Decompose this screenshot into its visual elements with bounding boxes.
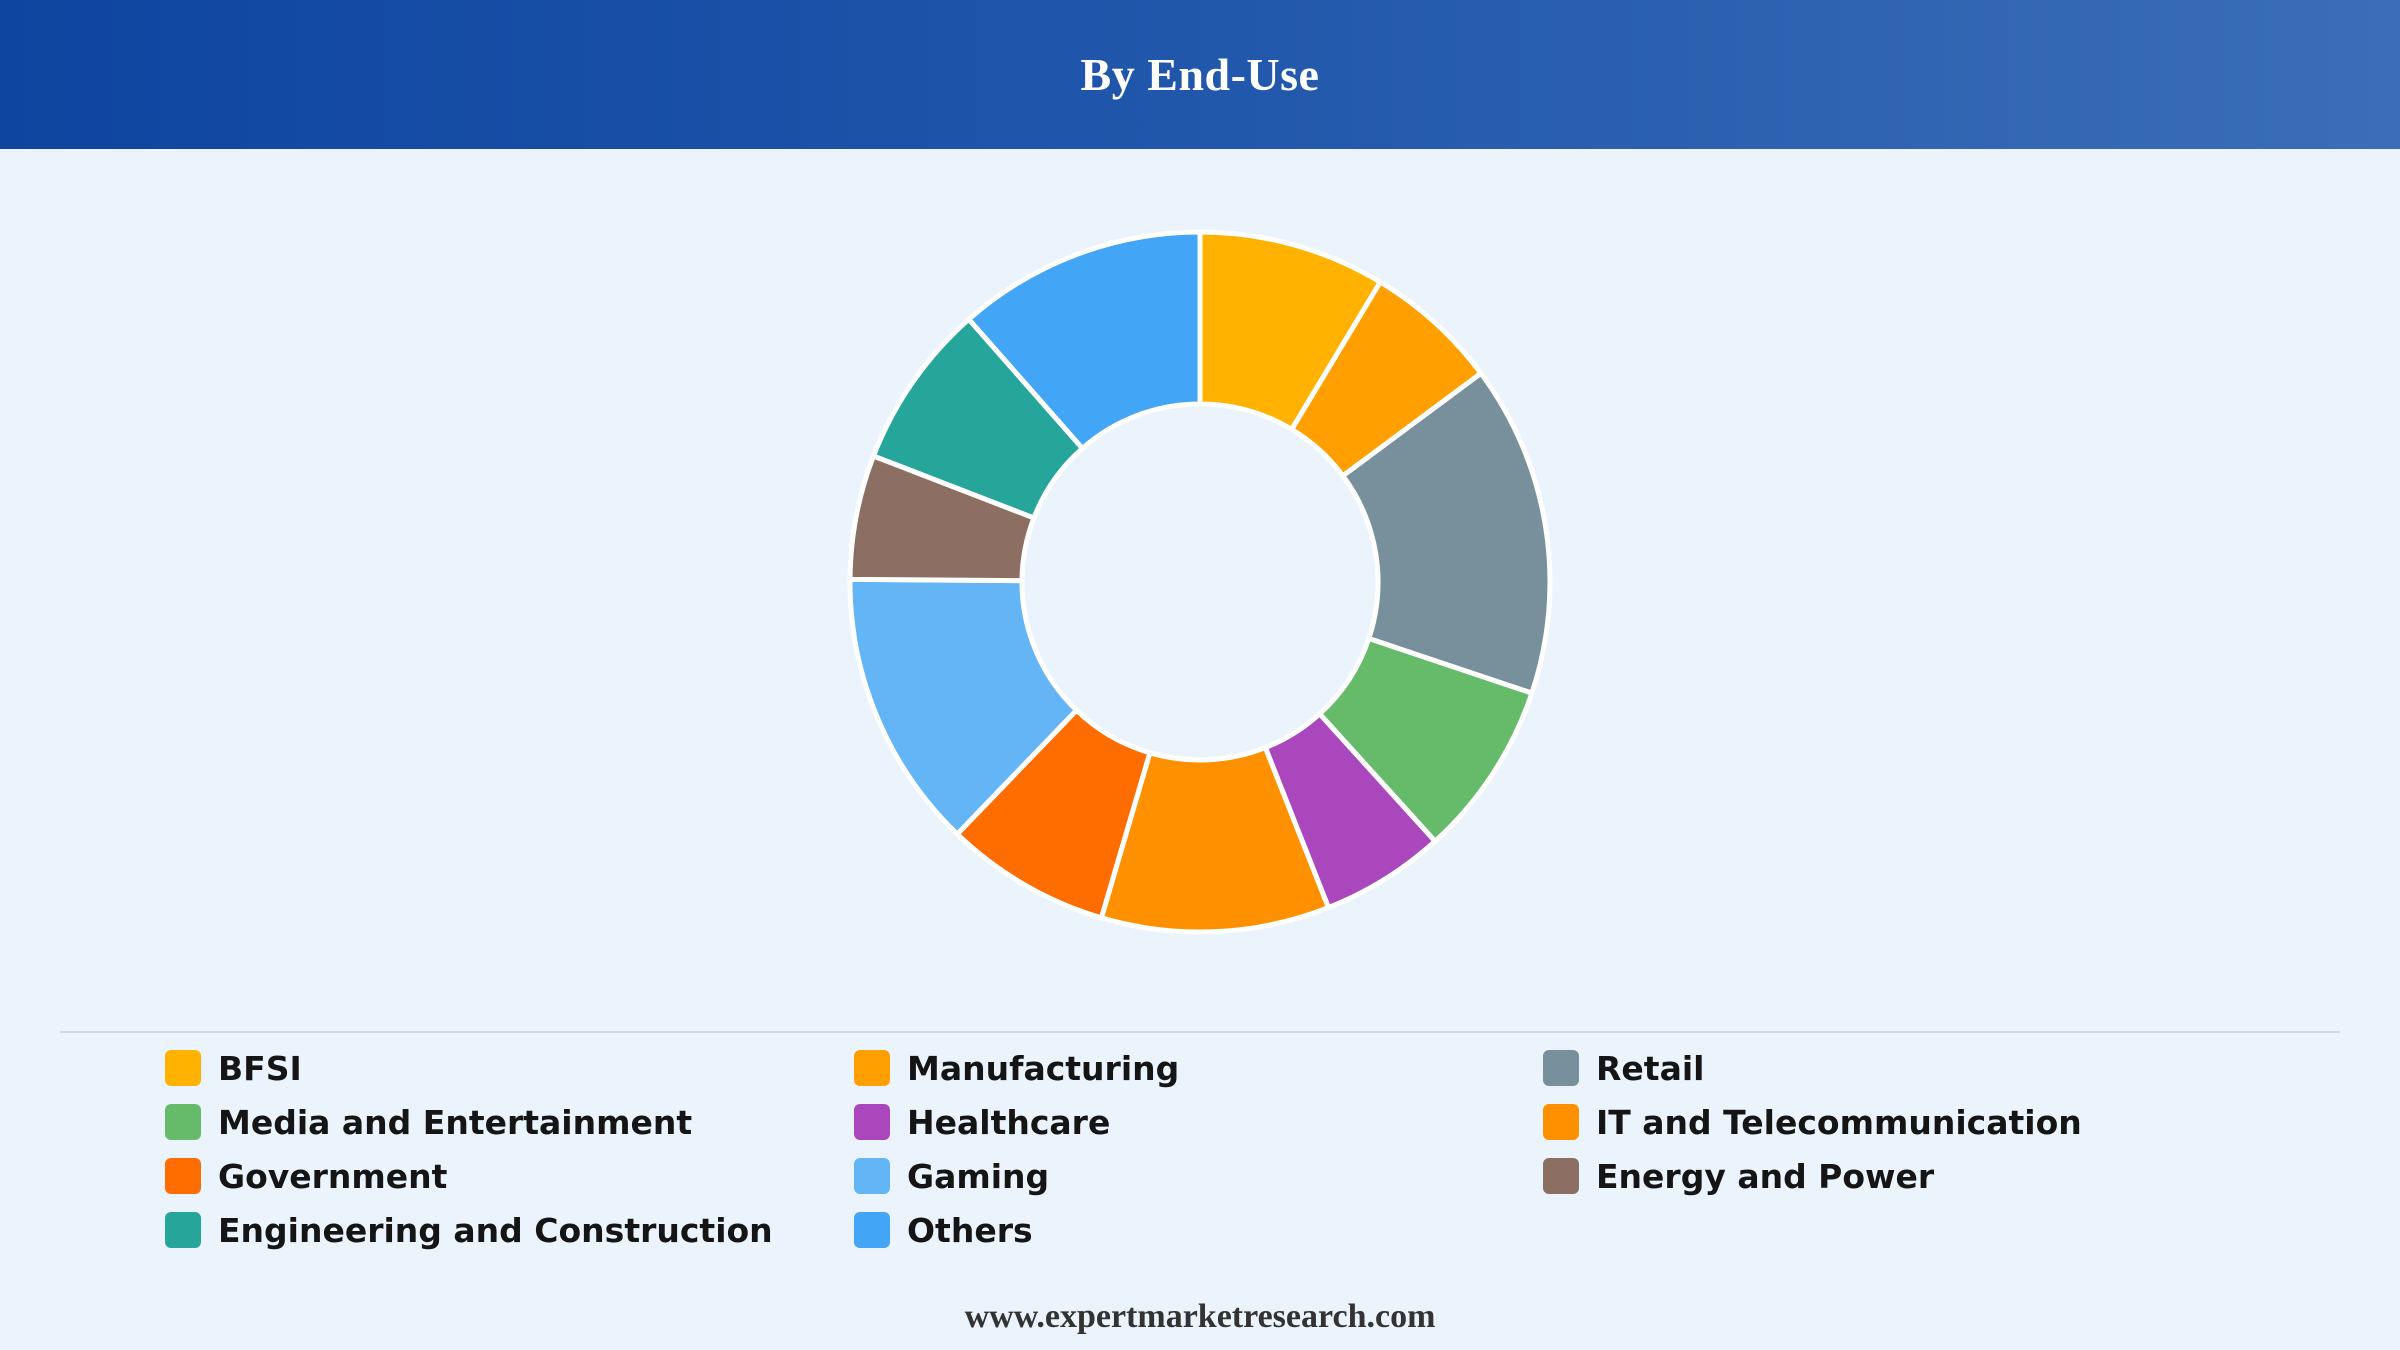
legend-item-others[interactable]: Others (854, 1203, 1543, 1257)
source-url: www.expertmarketresearch.com (964, 1298, 1436, 1335)
legend-label: Retail (1596, 1048, 1705, 1088)
legend-label: IT and Telecommunication (1596, 1102, 2082, 1142)
legend-label: Manufacturing (907, 1048, 1180, 1088)
legend-label: Healthcare (907, 1102, 1111, 1142)
legend-swatch (165, 1158, 201, 1194)
legend-label: Government (218, 1156, 448, 1196)
legend-label: BFSI (218, 1048, 302, 1088)
slice-retail[interactable] (1340, 370, 1553, 696)
legend-label: Energy and Power (1596, 1156, 1935, 1196)
legend-label: Gaming (907, 1156, 1050, 1196)
legend-swatch (854, 1050, 890, 1086)
legend-item-energy-and-power[interactable]: Energy and Power (1543, 1149, 2232, 1203)
legend-swatch (1543, 1158, 1579, 1194)
legend-item-engineering-and-construction[interactable]: Engineering and Construction (165, 1203, 854, 1257)
legend-swatch (854, 1158, 890, 1194)
legend-swatch (854, 1104, 890, 1140)
legend-swatch (854, 1212, 890, 1248)
legend-item-bfsi[interactable]: BFSI (165, 1041, 854, 1095)
legend-swatch (165, 1212, 201, 1248)
legend-item-media-and-entertainment[interactable]: Media and Entertainment (165, 1095, 854, 1149)
legend-label: Media and Entertainment (218, 1102, 693, 1142)
legend-item-it-and-telecommunication[interactable]: IT and Telecommunication (1543, 1095, 2232, 1149)
legend-item-manufacturing[interactable]: Manufacturing (854, 1041, 1543, 1095)
chart-legend: BFSI Manufacturing Retail Media and Enterta… (165, 1041, 2265, 1257)
legend-item-government[interactable]: Government (165, 1149, 854, 1203)
legend-label: Engineering and Construction (218, 1210, 773, 1250)
legend-swatch (165, 1104, 201, 1140)
legend-item-gaming[interactable]: Gaming (854, 1149, 1543, 1203)
slice-gaming[interactable] (847, 576, 1080, 837)
legend-item-retail[interactable]: Retail (1543, 1041, 2232, 1095)
chart-title: By End-Use (1080, 49, 1320, 100)
legend-swatch (165, 1050, 201, 1086)
legend-item-healthcare[interactable]: Healthcare (854, 1095, 1543, 1149)
legend-label: Others (907, 1210, 1033, 1250)
donut-chart (847, 229, 1553, 935)
chart-area (0, 149, 2400, 1029)
legend-swatch (1543, 1104, 1579, 1140)
legend-swatch (1543, 1050, 1579, 1086)
chart-header: By End-Use (0, 0, 2400, 149)
slice-others[interactable] (966, 229, 1203, 451)
legend-divider (60, 1031, 2340, 1033)
